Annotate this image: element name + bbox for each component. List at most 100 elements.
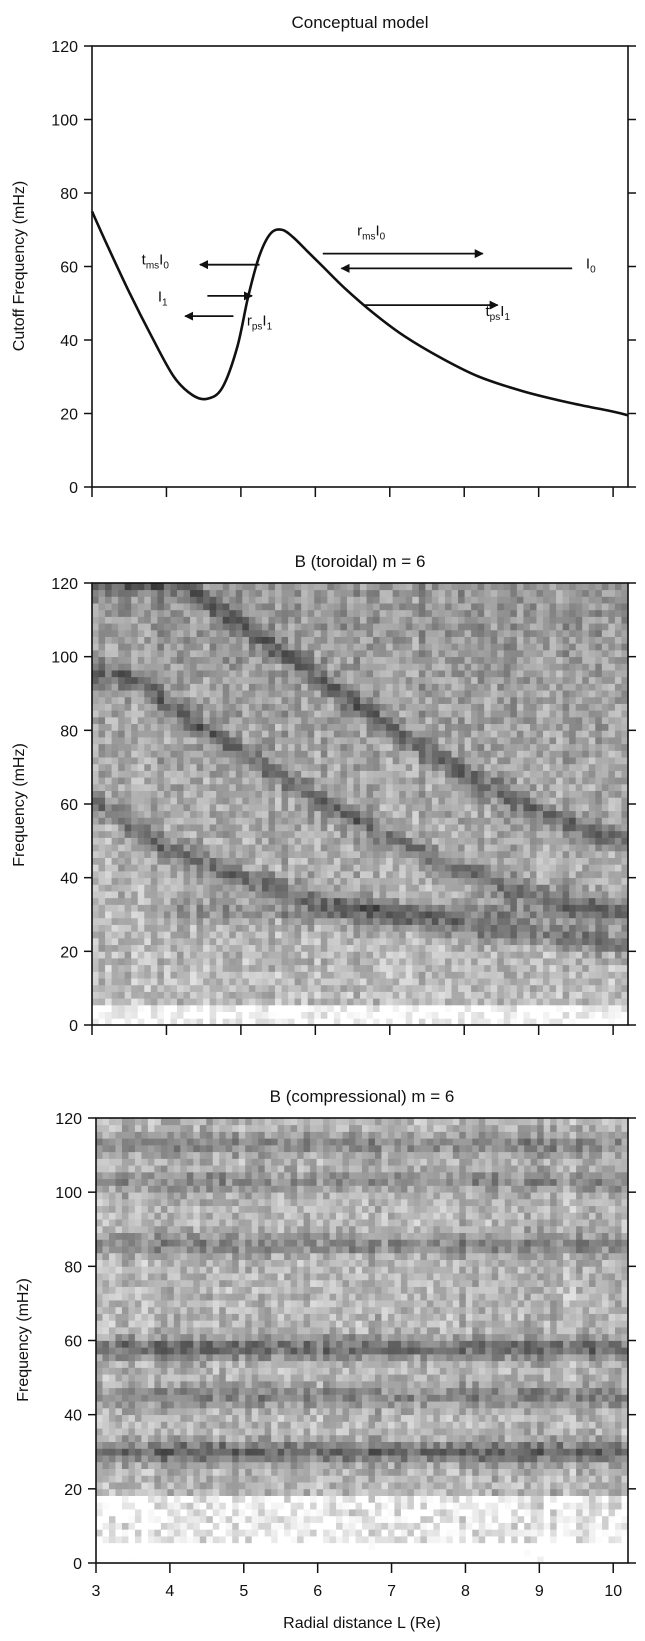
heat-cell bbox=[183, 824, 191, 832]
heat-cell bbox=[569, 991, 577, 999]
heat-cell bbox=[543, 649, 550, 658]
heat-cell bbox=[157, 804, 165, 812]
heat-cell bbox=[150, 1011, 158, 1019]
heat-cell bbox=[275, 804, 282, 812]
heat-cell bbox=[216, 984, 224, 992]
heat-cell bbox=[268, 964, 276, 972]
heat-cell bbox=[490, 971, 498, 979]
heat-cell bbox=[203, 757, 211, 765]
heat-cell bbox=[412, 904, 420, 912]
heat-cell bbox=[92, 683, 99, 691]
heat-cell bbox=[294, 830, 302, 838]
heat-cell bbox=[327, 596, 335, 604]
heat-cell bbox=[379, 958, 387, 966]
heat-cell bbox=[176, 911, 184, 919]
heat-cell bbox=[510, 583, 518, 591]
heat-cell bbox=[98, 837, 106, 845]
heat-cell bbox=[392, 904, 400, 912]
heat-cell bbox=[229, 757, 237, 765]
heat-cell bbox=[353, 964, 361, 972]
heat-cell bbox=[510, 643, 518, 651]
heat-cell bbox=[418, 589, 426, 597]
heat-cell bbox=[392, 763, 400, 771]
heat-cell bbox=[444, 924, 452, 932]
heat-cell bbox=[222, 609, 230, 617]
heat-cell bbox=[556, 937, 564, 946]
heat-cell bbox=[105, 884, 113, 892]
heat-cell bbox=[209, 1011, 217, 1019]
heat-cell bbox=[510, 837, 518, 845]
heat-cell bbox=[569, 824, 577, 832]
heat-cell bbox=[288, 683, 296, 691]
heat-cell bbox=[510, 998, 518, 1006]
heat-cell bbox=[242, 984, 250, 992]
heat-cell bbox=[523, 676, 531, 684]
heat-cell bbox=[209, 998, 217, 1006]
heat-cell bbox=[543, 1011, 550, 1019]
heat-cell bbox=[536, 723, 544, 731]
heat-cell bbox=[190, 917, 197, 925]
heat-cell bbox=[536, 964, 544, 972]
heat-cell bbox=[360, 891, 367, 899]
heat-cell bbox=[399, 763, 407, 771]
heat-cell bbox=[412, 737, 420, 745]
heat-cell bbox=[412, 649, 420, 658]
heat-cell bbox=[124, 743, 132, 751]
heat-cell bbox=[425, 663, 433, 671]
heat-cell bbox=[176, 656, 184, 664]
heat-cell bbox=[536, 817, 544, 825]
heat-cell bbox=[575, 710, 583, 718]
heat-cell bbox=[281, 891, 289, 899]
heat-cell bbox=[529, 891, 537, 899]
heat-cell bbox=[366, 609, 374, 617]
heat-cell bbox=[150, 690, 158, 698]
heat-cell bbox=[562, 877, 570, 885]
heat-cell bbox=[190, 596, 197, 604]
heat-cell bbox=[288, 844, 296, 852]
heat-cell bbox=[209, 904, 217, 912]
heat-cell bbox=[392, 1004, 400, 1013]
heat-cell bbox=[144, 884, 152, 892]
heat-cell bbox=[275, 716, 282, 725]
heat-cell bbox=[275, 797, 282, 805]
heat-cell bbox=[301, 924, 309, 932]
heat-cell bbox=[157, 603, 165, 611]
heat-cell bbox=[281, 857, 289, 865]
heat-cell bbox=[399, 964, 407, 972]
heat-cell bbox=[235, 931, 243, 939]
heat-cell bbox=[281, 1018, 289, 1026]
heat-cell bbox=[497, 797, 505, 805]
heat-cell bbox=[451, 924, 459, 932]
heat-cell bbox=[183, 596, 191, 604]
heat-cell bbox=[196, 710, 204, 718]
heat-cell bbox=[412, 670, 420, 678]
heat-cell bbox=[307, 676, 315, 684]
heat-cell bbox=[229, 904, 237, 912]
heat-cell bbox=[510, 663, 518, 671]
heat-cell bbox=[144, 750, 152, 758]
heat-cell bbox=[111, 958, 119, 966]
heat-cell bbox=[431, 797, 439, 805]
heat-cell bbox=[216, 857, 224, 865]
heat-cell bbox=[222, 810, 230, 818]
heat-cell bbox=[131, 978, 139, 986]
heat-cell bbox=[360, 589, 367, 597]
heat-cell bbox=[503, 897, 511, 905]
heat-cell bbox=[124, 864, 132, 872]
heat-cell bbox=[575, 917, 583, 925]
heat-cell bbox=[190, 710, 197, 718]
heat-cell bbox=[314, 804, 322, 812]
heat-cell bbox=[360, 649, 367, 658]
heat-cell bbox=[261, 991, 269, 999]
heat-cell bbox=[386, 817, 394, 825]
heat-cell bbox=[314, 616, 322, 624]
heat-cell bbox=[360, 609, 367, 617]
heat-cell bbox=[340, 609, 348, 617]
heat-cell bbox=[183, 958, 191, 966]
heat-cell bbox=[386, 603, 394, 611]
heat-cell bbox=[203, 864, 211, 872]
heat-cell bbox=[196, 991, 204, 999]
heat-cell bbox=[471, 951, 479, 959]
heat-cell bbox=[242, 643, 250, 651]
heat-cell bbox=[137, 770, 145, 778]
